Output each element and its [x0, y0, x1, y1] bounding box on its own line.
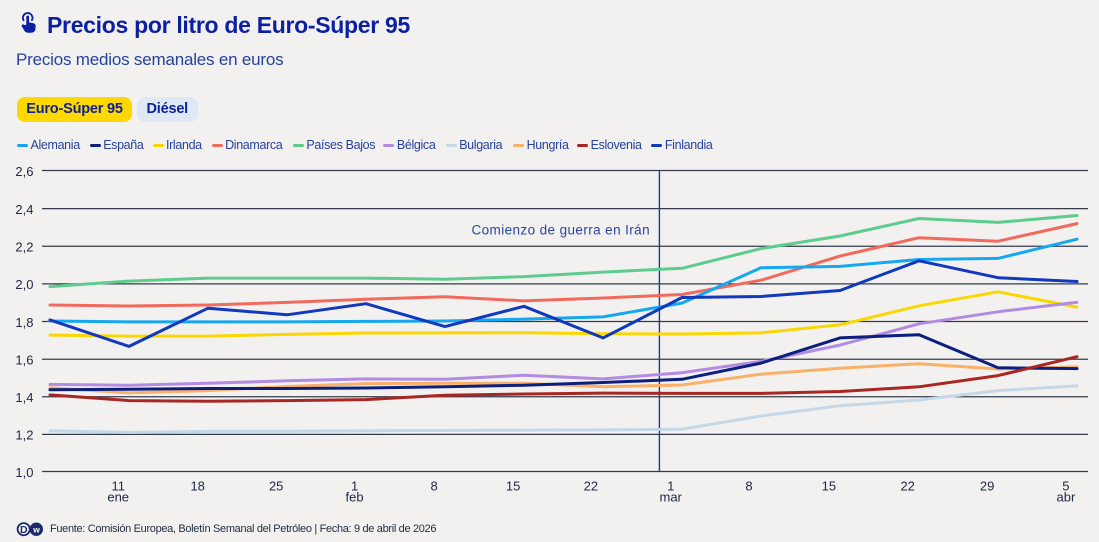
- svg-text:w: w: [32, 524, 40, 534]
- svg-text:22: 22: [900, 479, 914, 494]
- svg-text:22: 22: [584, 479, 598, 494]
- svg-text:8: 8: [745, 479, 752, 494]
- svg-text:15: 15: [506, 479, 520, 494]
- svg-text:1: 1: [667, 479, 674, 494]
- svg-text:1,2: 1,2: [15, 428, 33, 443]
- svg-text:15: 15: [822, 479, 836, 494]
- svg-text:1,4: 1,4: [15, 390, 33, 405]
- svg-text:ene: ene: [107, 490, 129, 505]
- svg-text:1: 1: [351, 479, 358, 494]
- svg-text:1,8: 1,8: [15, 315, 33, 330]
- svg-text:abr: abr: [1057, 490, 1076, 505]
- svg-text:mar: mar: [660, 490, 683, 505]
- svg-text:2,2: 2,2: [15, 240, 33, 255]
- svg-text:25: 25: [269, 479, 283, 494]
- svg-text:18: 18: [190, 479, 204, 494]
- svg-text:feb: feb: [346, 490, 364, 505]
- svg-text:11: 11: [111, 479, 125, 494]
- svg-text:2,6: 2,6: [15, 164, 33, 179]
- svg-text:29: 29: [980, 479, 994, 494]
- svg-text:5: 5: [1062, 479, 1069, 494]
- svg-text:1,6: 1,6: [15, 353, 33, 368]
- svg-text:Comienzo de guerra en Irán: Comienzo de guerra en Irán: [472, 223, 651, 238]
- svg-text:1,0: 1,0: [15, 465, 33, 480]
- svg-text:8: 8: [430, 479, 437, 494]
- svg-text:2,4: 2,4: [15, 202, 33, 217]
- svg-text:D: D: [20, 524, 28, 536]
- svg-text:2,0: 2,0: [15, 277, 33, 292]
